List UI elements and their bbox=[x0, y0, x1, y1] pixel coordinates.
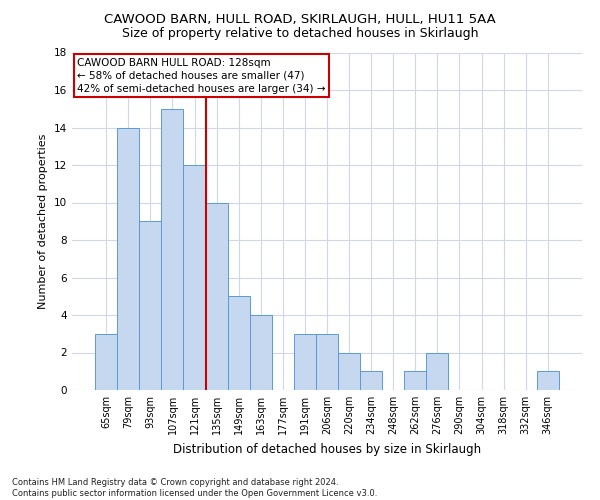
Bar bbox=[294, 334, 316, 390]
Bar bbox=[117, 128, 139, 390]
Text: Size of property relative to detached houses in Skirlaugh: Size of property relative to detached ho… bbox=[122, 28, 478, 40]
X-axis label: Distribution of detached houses by size in Skirlaugh: Distribution of detached houses by size … bbox=[173, 442, 481, 456]
Bar bbox=[250, 315, 272, 390]
Bar bbox=[316, 334, 338, 390]
Bar bbox=[227, 296, 250, 390]
Bar bbox=[206, 202, 227, 390]
Text: Contains HM Land Registry data © Crown copyright and database right 2024.
Contai: Contains HM Land Registry data © Crown c… bbox=[12, 478, 377, 498]
Bar bbox=[427, 352, 448, 390]
Bar bbox=[537, 371, 559, 390]
Text: CAWOOD BARN, HULL ROAD, SKIRLAUGH, HULL, HU11 5AA: CAWOOD BARN, HULL ROAD, SKIRLAUGH, HULL,… bbox=[104, 12, 496, 26]
Bar bbox=[184, 165, 206, 390]
Y-axis label: Number of detached properties: Number of detached properties bbox=[38, 134, 49, 309]
Bar bbox=[95, 334, 117, 390]
Bar bbox=[338, 352, 360, 390]
Bar bbox=[360, 371, 382, 390]
Bar bbox=[161, 109, 184, 390]
Text: CAWOOD BARN HULL ROAD: 128sqm
← 58% of detached houses are smaller (47)
42% of s: CAWOOD BARN HULL ROAD: 128sqm ← 58% of d… bbox=[77, 58, 326, 94]
Bar bbox=[139, 221, 161, 390]
Bar bbox=[404, 371, 427, 390]
